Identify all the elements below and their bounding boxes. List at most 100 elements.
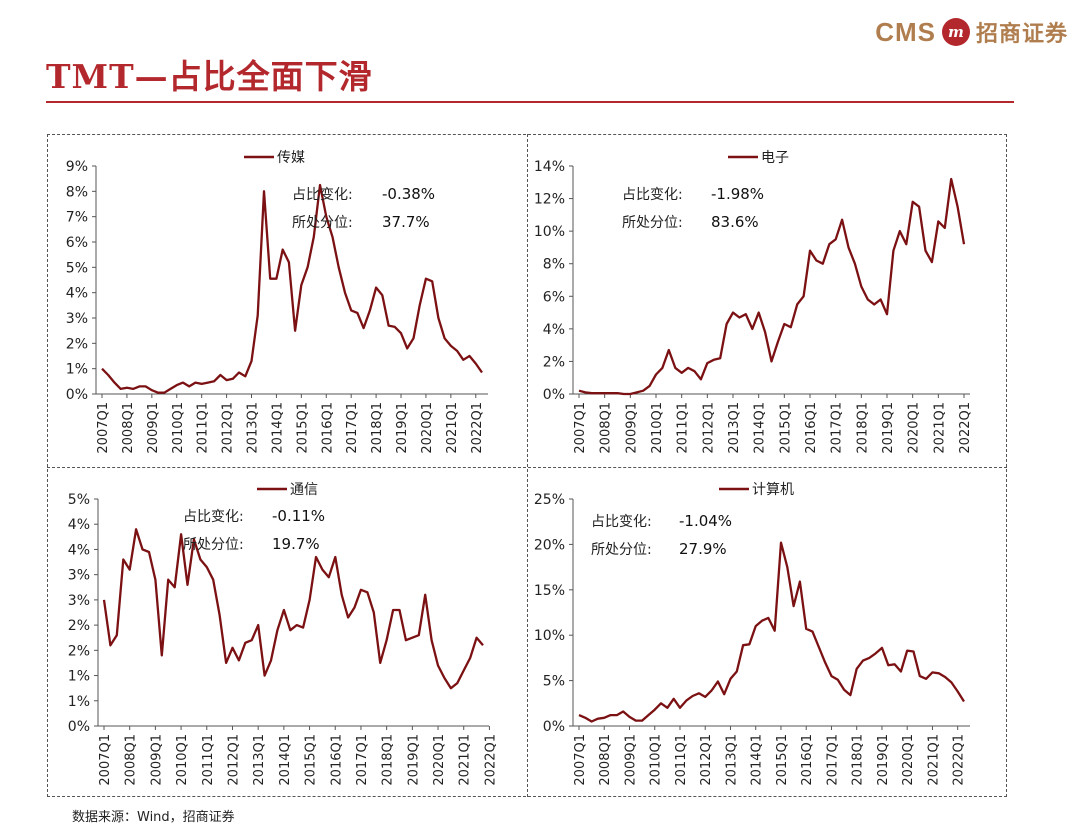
annotation-percentile-label: 所处分位: (591, 542, 652, 558)
x-tick-label: 2012Q1 (221, 402, 236, 454)
x-tick-label: 2011Q1 (676, 402, 691, 454)
x-tick-label: 2019Q1 (876, 734, 891, 786)
annotation-percentile-value: 83.6% (711, 213, 759, 231)
x-tick-label: 2017Q1 (825, 734, 840, 786)
x-tick-label: 2016Q1 (320, 402, 335, 454)
x-tick-label: 2022Q1 (483, 734, 498, 786)
annotation-change-label: 占比变化: (292, 187, 353, 203)
x-tick-label: 2016Q1 (329, 734, 344, 786)
legend-label: 计算机 (752, 482, 794, 498)
source-note: 数据来源：Wind，招商证券 (72, 810, 235, 825)
x-tick-label: 2020Q1 (901, 734, 916, 786)
x-tick-label: 2021Q1 (926, 734, 941, 786)
x-tick-label: 2014Q1 (753, 402, 768, 454)
y-tick-label: 2% (68, 618, 90, 634)
annotation-percentile-value: 27.9% (679, 540, 727, 558)
x-tick-label: 2015Q1 (778, 402, 793, 454)
y-tick-label: 0% (543, 387, 565, 403)
x-tick-label: 2007Q1 (96, 402, 111, 454)
vertical-divider (527, 134, 528, 797)
x-tick-label: 2018Q1 (370, 402, 385, 454)
x-tick-label: 2007Q1 (573, 402, 588, 454)
series-line-通信 (102, 528, 484, 690)
legend-label: 传媒 (277, 150, 305, 166)
x-tick-label: 2022Q1 (952, 734, 967, 786)
x-tick-label: 2018Q1 (855, 402, 870, 454)
annotation-change-value: -1.98% (711, 185, 764, 203)
y-tick-label: 10% (534, 224, 565, 240)
x-tick-label: 2011Q1 (674, 734, 689, 786)
annotation-change-label: 占比变化: (591, 514, 652, 530)
x-tick-label: 2019Q1 (395, 402, 410, 454)
x-tick-label: 2013Q1 (727, 402, 742, 454)
y-tick-label: 6% (543, 289, 565, 305)
x-tick-label: 2011Q1 (196, 402, 211, 454)
logo-company-name: 招商证券 (975, 21, 1068, 47)
x-tick-label: 2017Q1 (830, 402, 845, 454)
annotation-percentile-value: 37.7% (382, 213, 430, 231)
y-tick-label: 0% (66, 387, 88, 403)
y-tick-label: 2% (66, 336, 88, 352)
x-tick-label: 2021Q1 (445, 402, 460, 454)
x-tick-label: 2020Q1 (907, 402, 922, 454)
y-tick-label: 1% (66, 362, 88, 378)
x-tick-label: 2008Q1 (599, 402, 614, 454)
logo-cms-text: CMS (875, 16, 936, 47)
annotation-percentile-label: 所处分位: (183, 537, 244, 553)
x-tick-label: 2007Q1 (573, 734, 588, 786)
annotation-change-value: -1.04% (679, 512, 732, 530)
chart-computer: 0% 5% 10% 15% 20% 25% 2007Q1 2008Q1 2009Q1 2010Q1… (534, 482, 970, 786)
x-tick-label: 2009Q1 (149, 734, 164, 786)
x-tick-label: 2012Q1 (226, 734, 241, 786)
x-tick-label: 2022Q1 (958, 402, 973, 454)
x-tick-label: 2010Q1 (175, 734, 190, 786)
annotation-change-value: -0.38% (382, 185, 435, 203)
x-tick-label: 2019Q1 (881, 402, 896, 454)
x-tick-label: 2012Q1 (699, 734, 714, 786)
x-tick-label: 2018Q1 (381, 734, 396, 786)
x-tick-label: 2012Q1 (701, 402, 716, 454)
x-tick-label: 2013Q1 (724, 734, 739, 786)
x-tick-label: 2015Q1 (304, 734, 319, 786)
x-tick-label: 2013Q1 (252, 734, 267, 786)
x-tick-label: 2008Q1 (121, 402, 136, 454)
x-tick-label: 2014Q1 (750, 734, 765, 786)
y-tick-label: 0% (68, 719, 90, 735)
y-tick-label: 5% (68, 492, 90, 508)
x-tick-label: 2010Q1 (650, 402, 665, 454)
y-tick-label: 10% (534, 628, 565, 644)
y-tick-label: 8% (66, 184, 88, 200)
x-tick-label: 2014Q1 (278, 734, 293, 786)
chart-electronics: 0% 2% 4% 6% 8% 10% 12% 14% 2007Q1 2008Q1 2009Q1 201… (534, 150, 973, 454)
annotation-percentile-label: 所处分位: (292, 215, 353, 231)
series-line-电子 (578, 177, 966, 396)
annotation-change-label: 占比变化: (622, 187, 683, 203)
y-tick-label: 4% (543, 322, 565, 338)
x-tick-label: 2009Q1 (146, 402, 161, 454)
x-tick-label: 2019Q1 (406, 734, 421, 786)
x-tick-label: 2007Q1 (98, 734, 113, 786)
x-tick-label: 2011Q1 (201, 734, 216, 786)
x-tick-label: 2020Q1 (420, 402, 435, 454)
y-tick-label: 4% (66, 286, 88, 302)
series-line-传媒 (101, 183, 483, 394)
y-tick-label: 2% (543, 354, 565, 370)
brand-logo: CMS m 招商证券 (875, 14, 1068, 50)
chart-telecom: 0% 1% 1% 2% 2% 3% 3% 4% 4% 5% 2007Q1 2008Q1 2009Q1 20… (68, 482, 499, 786)
y-tick-label: 7% (66, 210, 88, 226)
y-tick-label: 3% (68, 593, 90, 609)
y-tick-label: 3% (66, 311, 88, 327)
x-tick-label: 2013Q1 (246, 402, 261, 454)
x-tick-label: 2015Q1 (295, 402, 310, 454)
x-tick-label: 2010Q1 (171, 402, 186, 454)
x-tick-label: 2010Q1 (649, 734, 664, 786)
x-tick-label: 2009Q1 (623, 734, 638, 786)
y-tick-label: 15% (534, 583, 565, 599)
annotation-percentile-value: 19.7% (272, 535, 320, 553)
x-tick-label: 2022Q1 (470, 402, 485, 454)
x-tick-label: 2017Q1 (345, 402, 360, 454)
x-tick-label: 2016Q1 (800, 734, 815, 786)
x-tick-label: 2021Q1 (458, 734, 473, 786)
y-tick-label: 2% (68, 643, 90, 659)
